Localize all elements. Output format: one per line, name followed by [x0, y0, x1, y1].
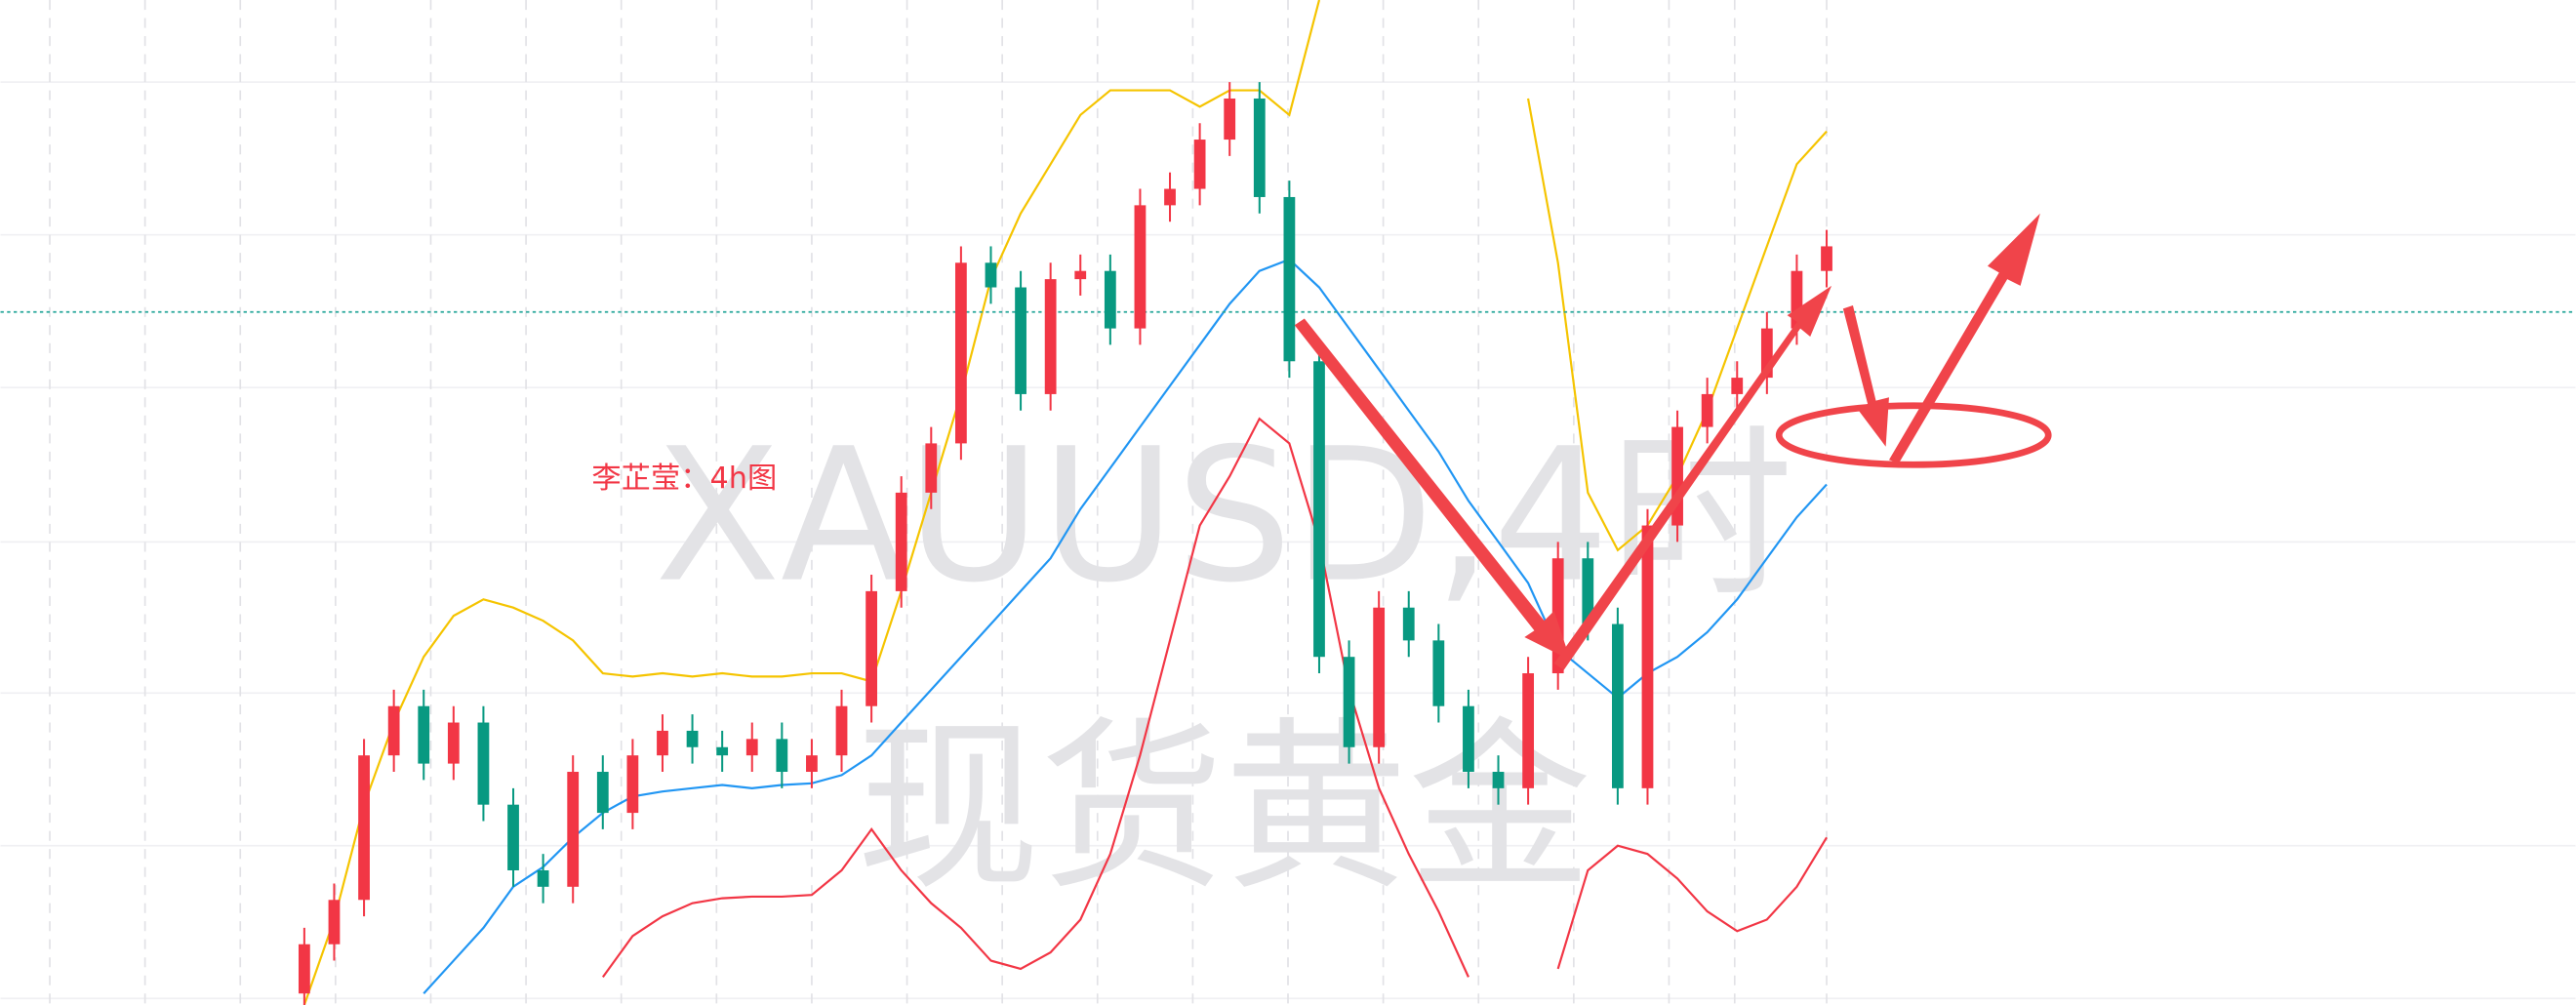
band-line — [423, 258, 1828, 994]
candle-body — [1821, 246, 1832, 271]
arrow-up — [1888, 213, 2040, 463]
candle-body — [1402, 607, 1415, 641]
candle-body — [1313, 361, 1325, 658]
candle-body — [835, 705, 848, 756]
candle-body — [418, 705, 430, 764]
arrow-down — [1842, 305, 1889, 447]
candle-body — [358, 755, 370, 901]
candle-body — [1551, 558, 1564, 674]
candle-body — [1463, 705, 1474, 773]
candle-body — [596, 772, 609, 814]
candle-body — [1074, 270, 1087, 280]
candle-body — [567, 772, 580, 887]
candle-body — [1044, 279, 1057, 394]
candle-body — [1283, 196, 1296, 362]
watermark-name: 现货黄金 — [856, 702, 1591, 915]
candle-body — [1611, 623, 1624, 788]
candle-body — [1731, 378, 1744, 394]
candle-body — [1791, 270, 1803, 329]
candle-body — [537, 869, 549, 887]
arrow-up-right — [1553, 285, 1832, 670]
drawings — [1294, 213, 2052, 670]
arrow-down-right — [1294, 318, 1571, 661]
candle-body — [1164, 188, 1176, 206]
candle-body — [1671, 426, 1683, 526]
candle-body — [806, 755, 818, 773]
candle-body — [1582, 558, 1594, 624]
candle-body — [477, 722, 490, 805]
candle-body — [865, 590, 878, 706]
band-line — [302, 0, 1321, 1005]
candle-body — [1224, 98, 1236, 141]
candle-body — [985, 262, 997, 288]
candle-body — [626, 755, 639, 814]
candle-body — [1253, 98, 1266, 197]
candle-body — [657, 730, 668, 756]
candle-body — [1522, 673, 1535, 788]
candle-body — [954, 262, 967, 444]
candle-body — [776, 739, 788, 773]
candle-body — [1701, 393, 1713, 427]
candle-body — [387, 705, 400, 756]
candle-body — [895, 492, 907, 591]
candle-body — [447, 722, 460, 764]
candle-body — [686, 730, 699, 747]
candle-body — [1492, 772, 1505, 788]
candle-body — [745, 739, 758, 756]
target-ellipse — [1775, 402, 2052, 468]
candle-body — [1193, 140, 1206, 189]
candle-body — [1641, 525, 1654, 788]
candle-body — [1432, 640, 1445, 706]
candle-body — [925, 443, 938, 493]
author-note: 李芷莹：4h图 — [591, 462, 777, 496]
candle-body — [1373, 607, 1386, 747]
candle-body — [507, 804, 519, 870]
candle-body — [716, 746, 729, 756]
band-line — [1556, 836, 1828, 970]
candle-body — [298, 944, 310, 994]
candle-body — [1343, 657, 1355, 747]
candle-body — [1134, 205, 1147, 329]
candle-body — [328, 900, 341, 945]
candle-body — [1104, 270, 1116, 329]
watermark-symbol: XAUUSD,4时 — [655, 410, 1793, 623]
candle-body — [1760, 328, 1773, 379]
candle-body — [1015, 287, 1026, 394]
